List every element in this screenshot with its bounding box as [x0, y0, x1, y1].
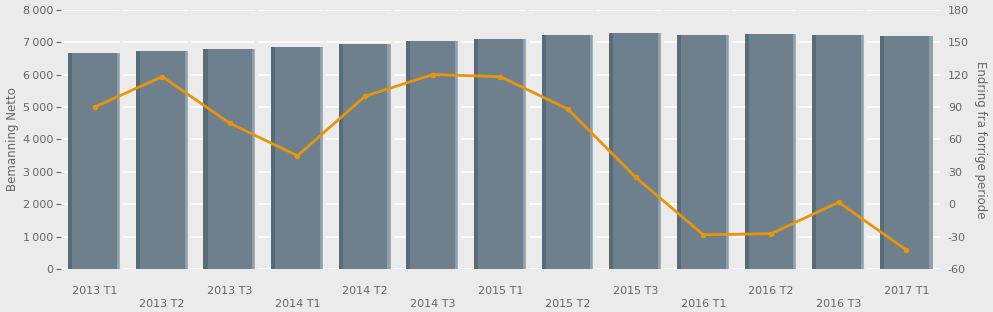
Text: 2013 T2: 2013 T2: [139, 299, 185, 309]
Bar: [745, 34, 797, 270]
Point: [628, 175, 643, 180]
Bar: [745, 34, 749, 270]
Bar: [726, 35, 730, 270]
Y-axis label: Endring fra forrige periode: Endring fra forrige periode: [974, 61, 987, 218]
Bar: [591, 35, 595, 270]
Bar: [677, 35, 681, 270]
Bar: [136, 51, 140, 270]
Bar: [542, 35, 546, 270]
Bar: [69, 53, 121, 270]
Text: 2014 T1: 2014 T1: [275, 299, 321, 309]
Bar: [610, 33, 662, 270]
Bar: [271, 47, 324, 270]
Point: [899, 247, 915, 252]
Text: 2016 T3: 2016 T3: [816, 299, 861, 309]
Bar: [136, 51, 189, 270]
Y-axis label: Bemanning Netto: Bemanning Netto: [6, 88, 19, 192]
Bar: [339, 44, 391, 270]
Bar: [677, 35, 730, 270]
Bar: [928, 36, 932, 270]
Bar: [406, 41, 459, 270]
Point: [493, 74, 508, 79]
Point: [86, 105, 102, 110]
Bar: [793, 34, 797, 270]
Bar: [658, 33, 662, 270]
Bar: [339, 44, 343, 270]
Point: [290, 153, 306, 158]
Text: 2016 T2: 2016 T2: [749, 286, 793, 296]
Bar: [880, 36, 884, 270]
Text: 2014 T3: 2014 T3: [410, 299, 456, 309]
Bar: [542, 35, 595, 270]
Bar: [812, 35, 865, 270]
Bar: [610, 33, 614, 270]
Bar: [320, 47, 324, 270]
Text: 2016 T1: 2016 T1: [680, 299, 726, 309]
Bar: [252, 49, 256, 270]
Bar: [185, 51, 189, 270]
Bar: [69, 53, 72, 270]
Point: [560, 107, 576, 112]
Bar: [204, 49, 256, 270]
Bar: [455, 41, 459, 270]
Bar: [204, 49, 208, 270]
Text: 2014 T2: 2014 T2: [343, 286, 388, 296]
Point: [763, 231, 779, 236]
Point: [695, 232, 711, 237]
Bar: [117, 53, 121, 270]
Point: [425, 72, 441, 77]
Bar: [406, 41, 410, 270]
Point: [221, 121, 237, 126]
Bar: [880, 36, 932, 270]
Point: [357, 94, 373, 99]
Point: [831, 200, 847, 205]
Bar: [812, 35, 816, 270]
Text: 2015 T3: 2015 T3: [613, 286, 658, 296]
Text: 2013 T1: 2013 T1: [71, 286, 117, 296]
Text: 2017 T1: 2017 T1: [884, 286, 929, 296]
Bar: [271, 47, 275, 270]
Text: 2015 T1: 2015 T1: [478, 286, 523, 296]
Bar: [387, 44, 391, 270]
Text: 2015 T2: 2015 T2: [545, 299, 591, 309]
Bar: [861, 35, 865, 270]
Point: [154, 74, 170, 79]
Bar: [474, 39, 478, 270]
Bar: [522, 39, 527, 270]
Text: 2013 T3: 2013 T3: [208, 286, 252, 296]
Bar: [474, 39, 527, 270]
